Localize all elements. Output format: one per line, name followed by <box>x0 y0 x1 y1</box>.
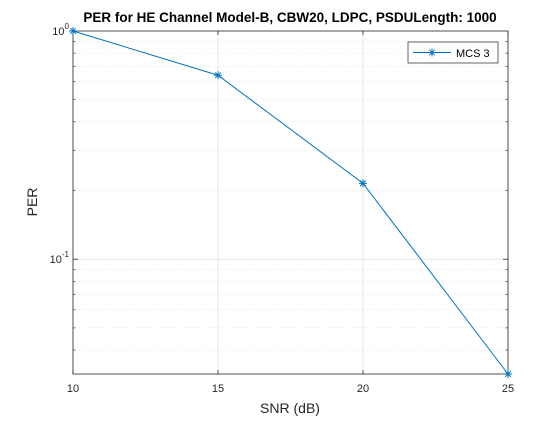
data-point-marker <box>359 179 367 188</box>
legend-box <box>407 41 499 64</box>
legend-asterisk <box>428 48 436 57</box>
data-point-marker <box>69 27 77 35</box>
legend-marker <box>428 48 436 57</box>
x-tick-label: 20 <box>357 383 369 395</box>
chart-title: PER for HE Channel Model-B, CBW20, LDPC,… <box>83 10 496 25</box>
axes-box <box>72 30 509 375</box>
x-tick-label: 25 <box>502 383 514 395</box>
axes-background <box>73 31 508 374</box>
series-line <box>72 30 509 375</box>
x-axis-label: SNR (dB) <box>260 400 320 416</box>
legend-entry-label: MCS 3 <box>456 48 490 60</box>
x-tick-label: 15 <box>212 383 224 395</box>
series-group <box>69 27 512 378</box>
legend: MCS 3 <box>407 41 499 64</box>
y-axis-label: PER <box>24 188 40 217</box>
data-point-marker <box>504 370 512 378</box>
y-tick-label: 100 <box>52 22 69 38</box>
x-tick-label: 10 <box>67 383 79 395</box>
y-tick-labels: 100 10-1 <box>50 22 70 266</box>
x-tick-labels: 10 15 20 25 <box>67 383 514 395</box>
y-tick-label: 10-1 <box>50 250 70 266</box>
data-point-marker <box>214 71 222 80</box>
